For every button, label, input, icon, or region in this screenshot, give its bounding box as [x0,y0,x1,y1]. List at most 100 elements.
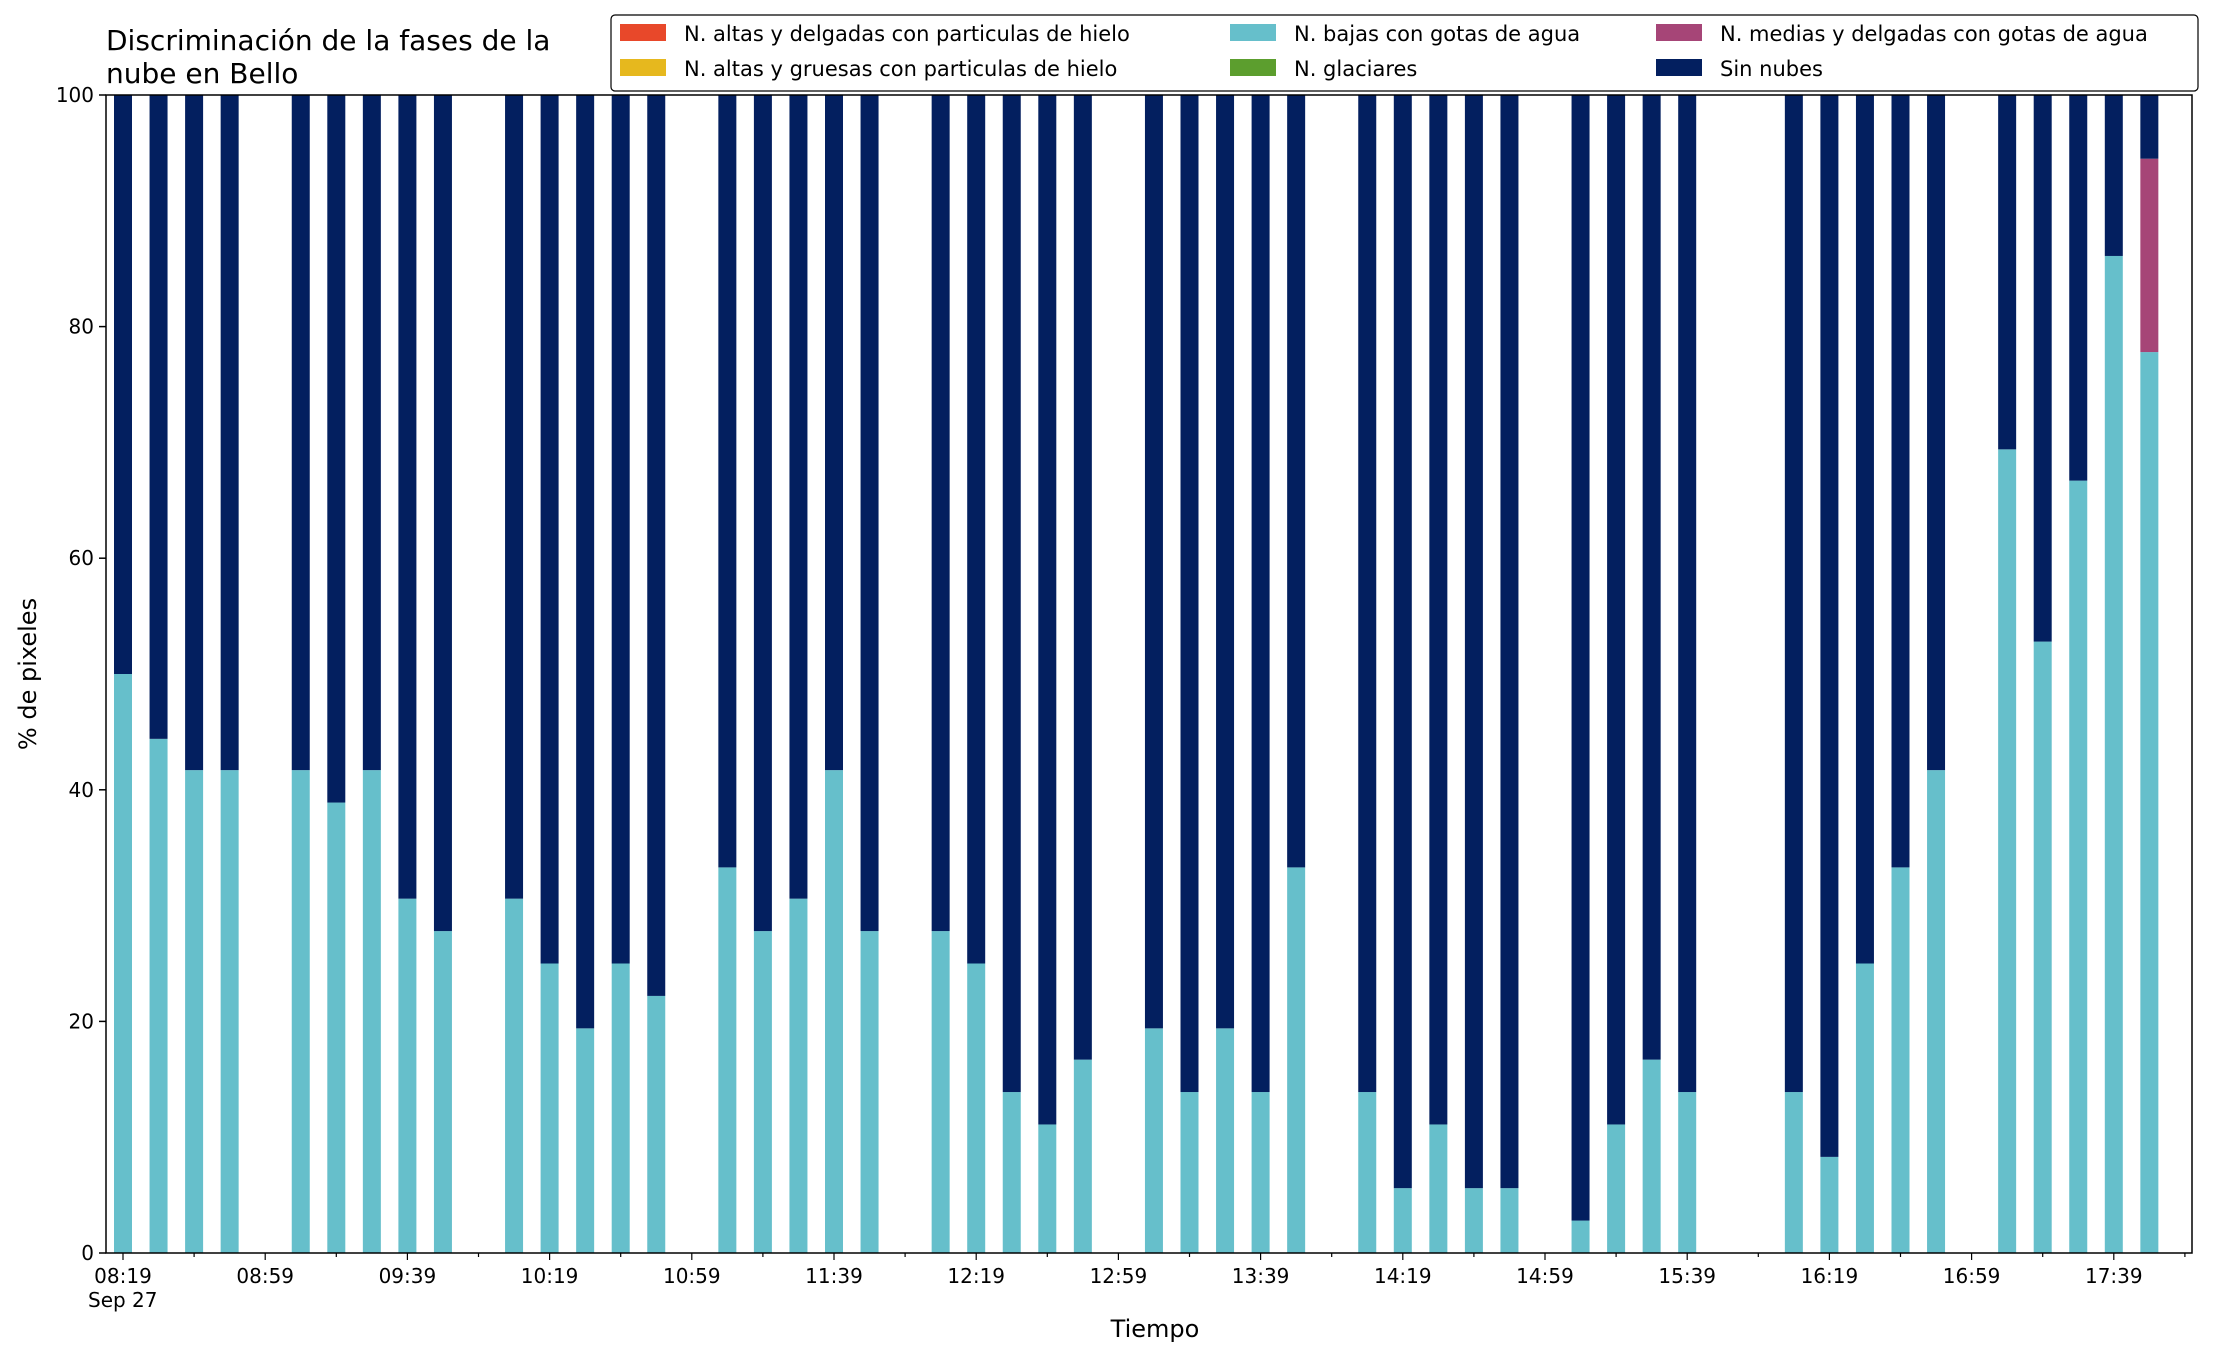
bar-sin-nubes-1249 [1073,95,1092,1060]
bar-n-bajas-con-gotas-de-agua-1229 [1002,1092,1021,1253]
bar-n-bajas-con-gotas-de-agua-0839 [185,770,204,1253]
bar-n-bajas-con-gotas-de-agua-1139 [825,770,843,1253]
bar-sin-nubes-0819 [114,95,132,674]
bar-sin-nubes-1029 [576,95,595,1029]
legend-label-n-glaciares: N. glaciares [1294,57,1417,81]
y-tick-label: 0 [81,1241,94,1265]
bar-n-bajas-con-gotas-de-agua-0949 [433,931,452,1253]
bar-sin-nubes-0919 [327,95,346,803]
legend-swatch-n-altas-y-gruesas-con-particulas-de-hielo [620,59,666,76]
bar-n-bajas-con-gotas-de-agua-0819 [114,674,132,1253]
bar-sin-nubes-1519 [1607,95,1626,1125]
legend-swatch-n-bajas-con-gotas-de-agua [1230,24,1276,41]
bar-sin-nubes-1109 [718,95,737,868]
bar-sin-nubes-1529 [1642,95,1661,1060]
bar-n-bajas-con-gotas-de-agua-1329 [1216,1028,1235,1253]
bar-sin-nubes-1719 [2033,95,2052,642]
bar-n-bajas-con-gotas-de-agua-1049 [647,995,666,1253]
bar-n-bajas-con-gotas-de-agua-0939 [398,898,417,1253]
legend-swatch-n-medias-y-delgadas-con-gotas-de-agua [1656,24,1702,41]
bar-n-bajas-con-gotas-de-agua-1009 [505,898,524,1253]
x-tick-label: 13:39 [1232,1264,1290,1288]
bar-n-bajas-con-gotas-de-agua-1509 [1571,1220,1590,1253]
bar-n-bajas-con-gotas-de-agua-1739 [2104,255,2123,1253]
y-axis: 0 20 40 60 80 100 [56,83,106,1265]
bar-sin-nubes-1339 [1251,95,1270,1093]
x-tick-label: 12:59 [1090,1264,1148,1288]
bar-n-bajas-con-gotas-de-agua-0849 [220,770,239,1253]
bars-group [114,95,2159,1254]
bar-sin-nubes-1229 [1002,95,1021,1093]
bar-sin-nubes-1039 [611,95,630,964]
bar-sin-nubes-0949 [433,95,452,932]
bar-sin-nubes-1619 [1820,95,1839,1157]
x-tick-label: 16:19 [1801,1264,1859,1288]
y-axis-label: % de pixeles [14,598,42,750]
legend-label-n-medias-y-delgadas-con-gotas-de-agua: N. medias y delgadas con gotas de agua [1720,22,2148,46]
x-tick-label: 10:19 [521,1264,579,1288]
legend-swatch-n-altas-y-delgadas-con-particulas-de-hielo [620,24,666,41]
bar-n-bajas-con-gotas-de-agua-1539 [1678,1092,1697,1253]
bar-sin-nubes-1419 [1393,95,1412,1189]
bar-sin-nubes-1639 [1891,95,1910,868]
bar-sin-nubes-1329 [1216,95,1235,1029]
x-tick-label: 14:19 [1374,1264,1432,1288]
bar-n-bajas-con-gotas-de-agua-1239 [1038,1124,1057,1253]
x-tick-label: 16:59 [1943,1264,2001,1288]
legend-label-sin-nubes: Sin nubes [1720,57,1823,81]
bar-n-bajas-con-gotas-de-agua-1409 [1358,1092,1377,1253]
bar-n-bajas-con-gotas-de-agua-1449 [1500,1188,1519,1253]
y-tick-label: 100 [56,83,94,107]
bar-n-bajas-con-gotas-de-agua-1309 [1144,1028,1163,1253]
bar-sin-nubes-1509 [1571,95,1590,1221]
bar-n-bajas-con-gotas-de-agua-1439 [1464,1188,1483,1253]
bar-sin-nubes-1319 [1180,95,1199,1093]
bar-sin-nubes-1749 [2140,95,2159,159]
bar-n-bajas-con-gotas-de-agua-1529 [1642,1059,1661,1253]
bar-n-bajas-con-gotas-de-agua-1349 [1287,867,1306,1253]
bar-n-bajas-con-gotas-de-agua-0909 [291,770,310,1253]
bar-sin-nubes-1129 [789,95,808,899]
bar-n-bajas-con-gotas-de-agua-1319 [1180,1092,1199,1253]
bar-n-bajas-con-gotas-de-agua-1709 [1998,449,2017,1254]
bar-n-bajas-con-gotas-de-agua-1749 [2140,352,2159,1254]
legend-swatch-n-glaciares [1230,59,1276,76]
x-tick-label: 11:39 [805,1264,863,1288]
x-tick-label: 17:39 [2085,1264,2143,1288]
bar-n-bajas-con-gotas-de-agua-1429 [1429,1124,1448,1253]
legend-label-n-altas-y-delgadas-con-particulas-de-hielo: N. altas y delgadas con particulas de hi… [684,22,1130,46]
bar-n-bajas-con-gotas-de-agua-1639 [1891,867,1910,1253]
bar-sin-nubes-1149 [860,95,879,932]
bar-sin-nubes-0829 [149,95,168,739]
bar-n-bajas-con-gotas-de-agua-1149 [860,931,879,1253]
legend-swatch-sin-nubes [1656,59,1702,76]
bar-n-bajas-con-gotas-de-agua-1109 [718,867,737,1253]
bar-sin-nubes-1119 [753,95,772,932]
bar-n-bajas-con-gotas-de-agua-1619 [1820,1156,1839,1253]
x-tick-label: 14:59 [1516,1264,1574,1288]
x-tick-label: 08:59 [236,1264,294,1288]
legend-label-n-altas-y-gruesas-con-particulas-de-hielo: N. altas y gruesas con particulas de hie… [684,57,1117,81]
bar-sin-nubes-1139 [825,95,843,771]
bar-n-bajas-con-gotas-de-agua-1629 [1855,963,1874,1253]
bar-n-medias-y-delgadas-con-gotas-de-agua-1749 [2140,158,2159,353]
bar-sin-nubes-1019 [540,95,559,964]
chart-title-line-2: nube en Bello [106,57,298,90]
bar-sin-nubes-0839 [185,95,204,771]
bar-n-bajas-con-gotas-de-agua-1039 [611,963,630,1253]
bar-n-bajas-con-gotas-de-agua-1029 [576,1028,595,1253]
legend: N. altas y delgadas con particulas de hi… [610,14,2199,92]
legend-label-n-bajas-con-gotas-de-agua: N. bajas con gotas de agua [1294,22,1580,46]
bar-sin-nubes-1729 [2069,95,2088,481]
bar-sin-nubes-0939 [398,95,417,899]
bar-sin-nubes-1209 [931,95,950,932]
bar-n-bajas-con-gotas-de-agua-1019 [540,963,559,1253]
chart-title-line-1: Discriminación de la fases de la [106,24,550,57]
x-axis: 08:19 08:59 09:39 10:19 10:59 11:39 12:19 12:59… [94,1253,2186,1288]
bar-sin-nubes-0849 [220,95,239,771]
bar-n-bajas-con-gotas-de-agua-1339 [1251,1092,1270,1253]
x-axis-label: Tiempo [1110,1315,1200,1343]
bar-sin-nubes-1539 [1678,95,1697,1093]
bar-n-bajas-con-gotas-de-agua-1609 [1784,1092,1803,1253]
